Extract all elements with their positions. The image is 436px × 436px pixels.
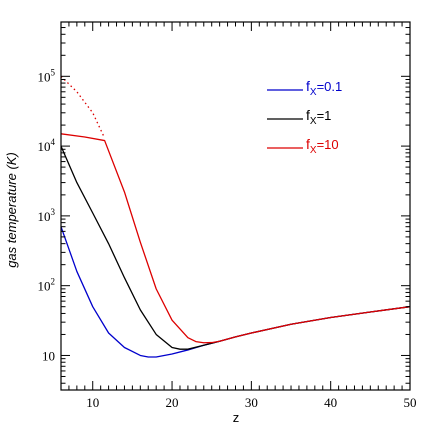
y-tick-label-3: 104 <box>38 137 56 154</box>
y-tick-label-0: 10 <box>42 348 55 363</box>
x-tick-label-2: 30 <box>245 395 258 410</box>
legend-label-1: fX=1 <box>306 107 331 127</box>
tick-labels: 10 20 30 40 50 10 102 103 104 105 <box>38 67 417 410</box>
x-tick-label-3: 40 <box>324 395 337 410</box>
y-tick-label-2: 103 <box>38 207 56 224</box>
plot-lines <box>61 75 410 358</box>
legend-label-0: fX=0.1 <box>306 78 342 98</box>
x-tick-label-4: 50 <box>404 395 417 410</box>
series-line-2 <box>61 133 410 344</box>
legend-label-2: fX=10 <box>306 136 339 156</box>
y-tick-label-4: 105 <box>38 67 56 84</box>
x-tick-label-1: 20 <box>166 395 179 410</box>
y-axis-label: gas temperature (K) <box>4 152 19 268</box>
x-axis-label: z <box>233 410 240 425</box>
legend: fX=0.1 fX=1 fX=10 <box>267 78 342 156</box>
ticks <box>60 21 411 390</box>
x-tick-label-0: 10 <box>86 395 99 410</box>
y-tick-label-1: 102 <box>38 277 56 294</box>
